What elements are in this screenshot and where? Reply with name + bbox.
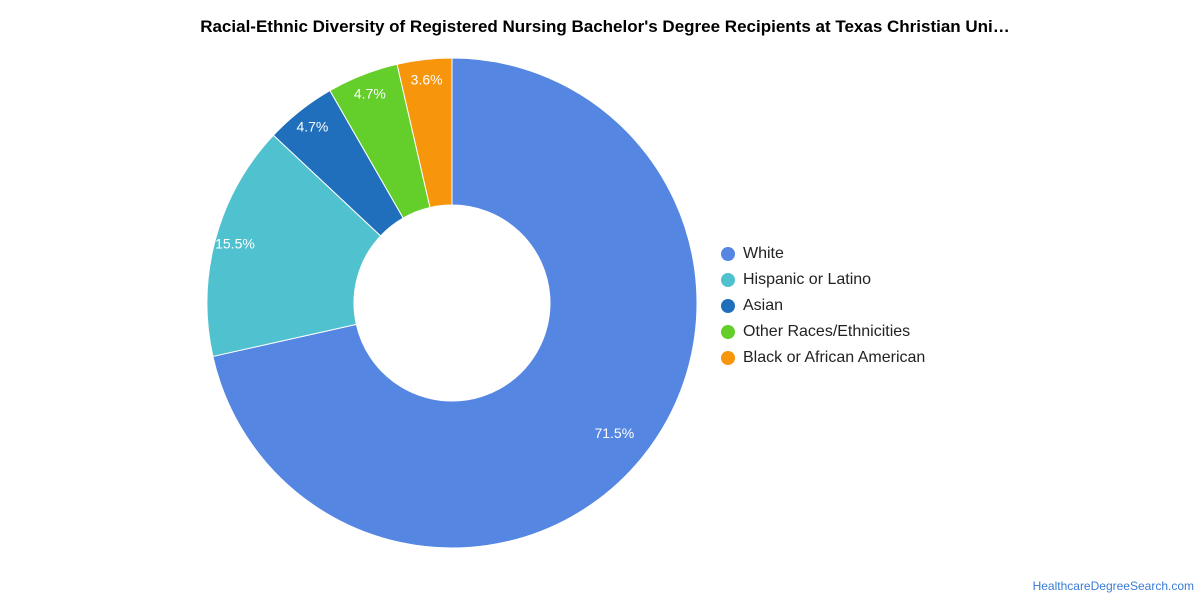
legend-item[interactable]: Other Races/Ethnicities bbox=[721, 319, 925, 345]
legend-item[interactable]: Black or African American bbox=[721, 345, 925, 371]
slice-value-label: 71.5% bbox=[594, 425, 634, 441]
slice-value-label: 4.7% bbox=[296, 119, 328, 135]
legend-label: Other Races/Ethnicities bbox=[743, 323, 911, 340]
legend-swatch bbox=[721, 325, 735, 339]
donut-slice-hispanic-or-latino[interactable] bbox=[206, 134, 382, 358]
legend-swatch bbox=[721, 299, 735, 313]
slice-value-label: 15.5% bbox=[215, 236, 255, 252]
donut-slice-black-or-african-american[interactable] bbox=[396, 57, 453, 209]
legend-label: Hispanic or Latino bbox=[743, 271, 872, 288]
legend-swatch bbox=[721, 351, 735, 365]
legend-item[interactable]: Hispanic or Latino bbox=[721, 267, 925, 293]
legend-label: White bbox=[743, 245, 784, 262]
legend-item[interactable]: Asian bbox=[721, 293, 925, 319]
legend-swatch bbox=[721, 273, 735, 287]
legend-item[interactable]: White bbox=[721, 241, 925, 267]
legend-label: Black or African American bbox=[743, 349, 926, 366]
chart-legend: White Hispanic or Latino Asian Other Races/… bbox=[721, 241, 925, 371]
legend-swatch bbox=[721, 247, 735, 261]
donut-slice-labels: 71.5% 15.5% 4.7% 4.7% 3.6% bbox=[215, 71, 634, 441]
slice-value-label: 3.6% bbox=[411, 71, 443, 87]
donut-slices bbox=[206, 57, 698, 549]
legend-label: Asian bbox=[743, 297, 784, 314]
slice-value-label: 4.7% bbox=[354, 86, 386, 102]
chart-title: Racial-Ethnic Diversity of Registered Nu… bbox=[200, 17, 1010, 36]
donut-slice-white[interactable] bbox=[212, 57, 698, 549]
source-credit-link[interactable]: HealthcareDegreeSearch.com bbox=[1032, 579, 1194, 593]
